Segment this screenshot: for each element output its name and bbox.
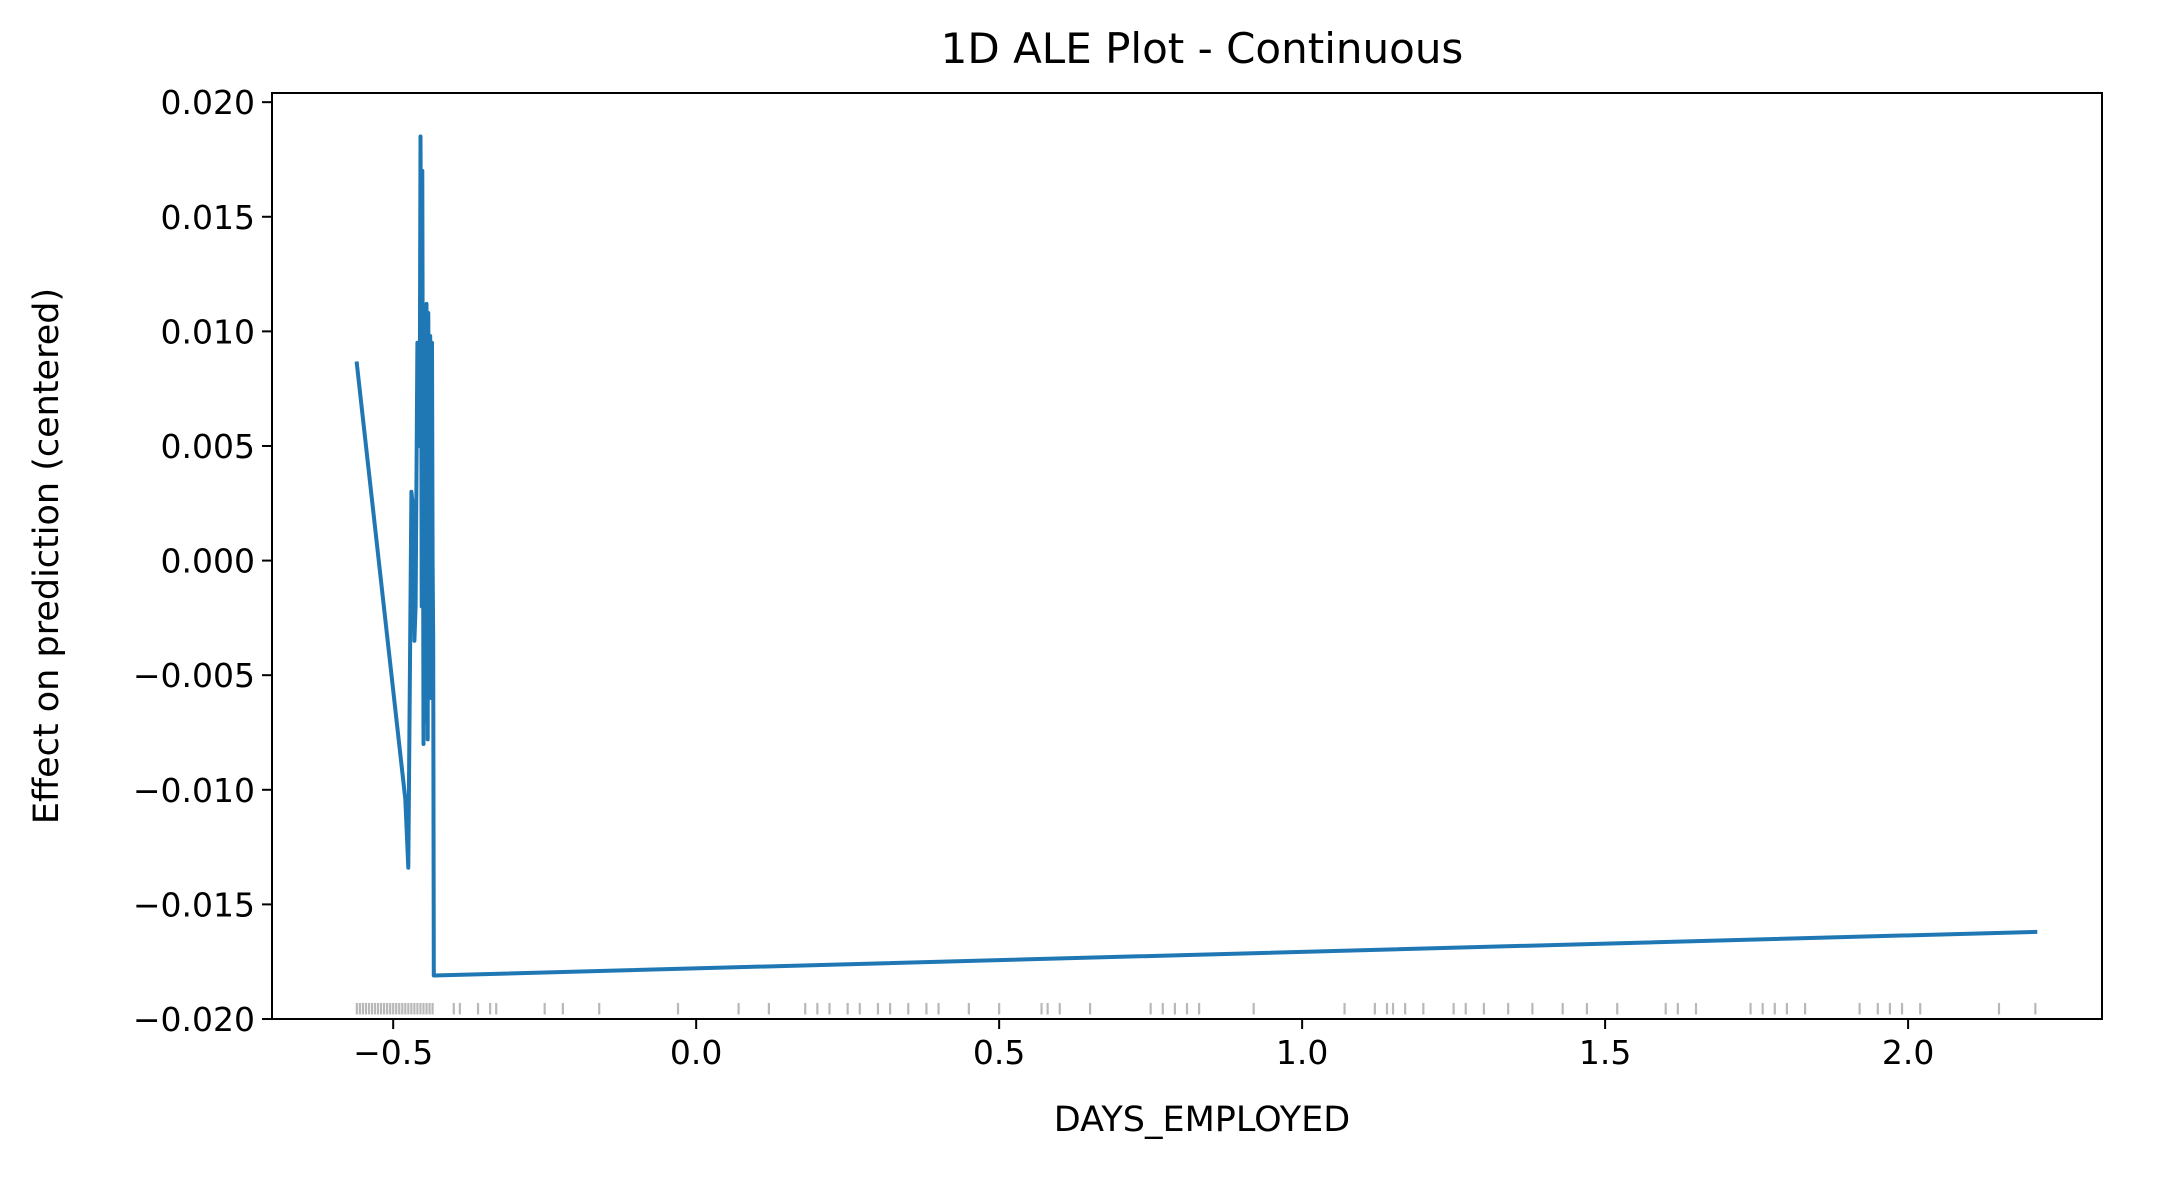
x-tick-label: 1.5 — [1579, 1033, 1631, 1072]
y-tick-label: 0.000 — [161, 542, 255, 581]
x-axis-label: DAYS_EMPLOYED — [1054, 1100, 1350, 1140]
y-tick-label: −0.005 — [133, 656, 255, 695]
ale-series-line — [354, 134, 2038, 978]
x-tick-label: 0.5 — [973, 1033, 1025, 1072]
y-tick-label: 0.020 — [161, 83, 255, 122]
chart-title: 1D ALE Plot - Continuous — [941, 24, 1464, 73]
x-tick-label: 1.0 — [1276, 1033, 1328, 1072]
x-tick-label: 2.0 — [1882, 1033, 1934, 1072]
y-tick-label: −0.015 — [133, 885, 255, 924]
y-tick-label: −0.010 — [133, 771, 255, 810]
x-tick-label: −0.5 — [353, 1033, 433, 1072]
x-axis: −0.5 0.0 0.5 1.0 1.5 2.0 — [353, 1019, 1934, 1072]
y-tick-label: 0.005 — [161, 427, 255, 466]
plot-frame — [271, 92, 2103, 1020]
y-axis: −0.020 −0.015 −0.010 −0.005 0.000 0.005 0.010 0… — [133, 83, 272, 1039]
x-tick-label: 0.0 — [670, 1033, 722, 1072]
y-axis-label: Effect on prediction (centered) — [27, 288, 67, 824]
plot-area — [354, 134, 2038, 1015]
y-tick-label: −0.020 — [133, 1000, 255, 1039]
y-tick-label: 0.010 — [161, 312, 255, 351]
y-tick-label: 0.015 — [161, 198, 255, 237]
